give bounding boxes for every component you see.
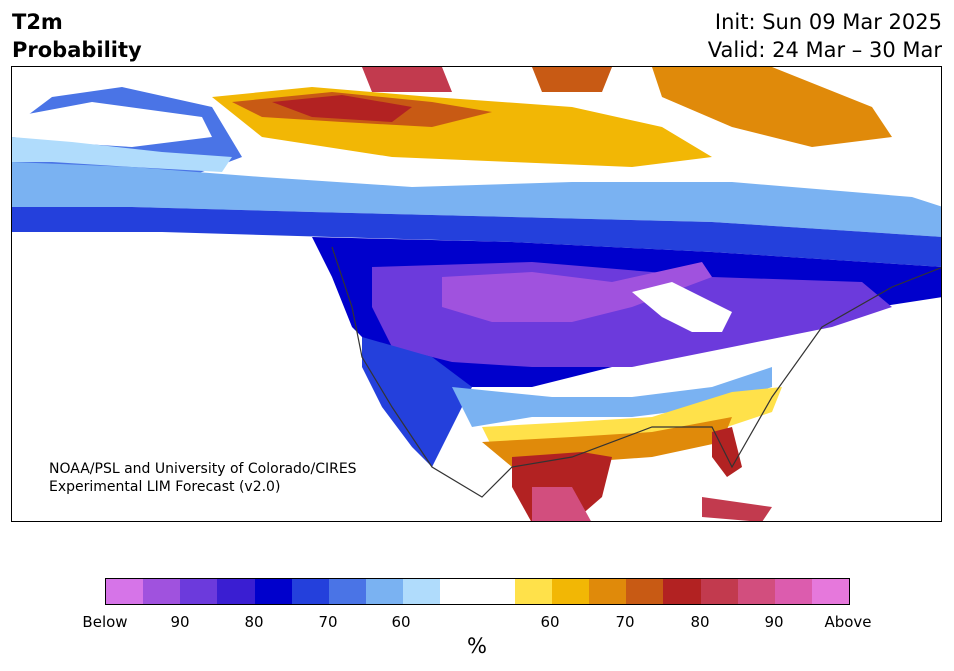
credit-line-2: Experimental LIM Forecast (v2.0): [49, 479, 281, 495]
region-alaska-white: [12, 102, 212, 147]
colorbar-segment: [477, 579, 515, 604]
region-southwest-light: [452, 367, 772, 427]
title-quantity: Probability: [12, 38, 142, 62]
credit-text: NOAA/PSL and University of Colorado/CIRE…: [49, 460, 357, 496]
colorbar-tick-label: 60: [540, 613, 560, 631]
colorbar: [105, 578, 850, 605]
colorbar-segment: [106, 579, 144, 604]
colorbar-tick-label: Below: [82, 613, 128, 631]
colorbar-segment: [589, 579, 627, 604]
colorbar-segment: [180, 579, 218, 604]
region-violet-core: [442, 262, 712, 322]
credit-line-1: NOAA/PSL and University of Colorado/CIRE…: [49, 461, 357, 477]
colorbar-tick-label: 70: [318, 613, 338, 631]
forecast-dates: Init: Sun 09 Mar 2025 Valid: 24 Mar – 30…: [708, 8, 942, 64]
colorbar-segment: [328, 579, 367, 604]
region-southwest-blue: [362, 337, 472, 467]
colorbar-tick-label: 80: [690, 613, 710, 631]
region-mexico-extreme: [532, 487, 591, 521]
coastline: [331, 246, 941, 498]
region-arctic-orange: [532, 67, 612, 92]
region-arctic-darkred: [272, 95, 412, 122]
map-title: T2m Probability: [12, 8, 142, 64]
map-panel: [11, 66, 942, 522]
colorbar-segment: [663, 579, 701, 604]
colorbar-tick-label: 70: [615, 613, 635, 631]
region-canada-lightblue: [12, 162, 941, 237]
region-florida: [712, 427, 742, 477]
probability-map: [12, 67, 941, 521]
colorbar-segment: [700, 579, 738, 604]
region-alaska-lightblue: [12, 137, 232, 172]
region-canada-blue: [12, 207, 941, 267]
region-greenland-red: [362, 67, 452, 92]
colorbar-segment: [366, 579, 404, 604]
colorbar-segment: [514, 579, 552, 604]
colorbar-segment: [737, 579, 775, 604]
colorbar-tick-label: 80: [244, 613, 264, 631]
colorbar-segment: [551, 579, 590, 604]
colorbar-segment: [774, 579, 812, 604]
colorbar-segment: [291, 579, 329, 604]
colorbar-segment: [254, 579, 292, 604]
init-date: Init: Sun 09 Mar 2025: [714, 10, 942, 34]
colorbar-tick-label: 90: [764, 613, 784, 631]
colorbar-tick-label: 60: [391, 613, 411, 631]
great-lakes: [632, 282, 732, 332]
title-variable: T2m: [12, 10, 63, 34]
region-greenland: [652, 67, 892, 147]
colorbar-tick-label: Above: [824, 613, 872, 631]
region-south-orange: [482, 417, 732, 467]
colorbar-segment: [217, 579, 255, 604]
region-caribbean: [702, 497, 772, 521]
colorbar-segment: [626, 579, 664, 604]
colorbar-unit: %: [467, 634, 487, 658]
valid-period: Valid: 24 Mar – 30 Mar: [707, 38, 942, 62]
colorbar-segment: [403, 579, 441, 604]
colorbar-segment: [811, 579, 850, 604]
colorbar-segment: [440, 579, 478, 604]
colorbar-segment: [143, 579, 181, 604]
colorbar-tick-label: 90: [170, 613, 190, 631]
